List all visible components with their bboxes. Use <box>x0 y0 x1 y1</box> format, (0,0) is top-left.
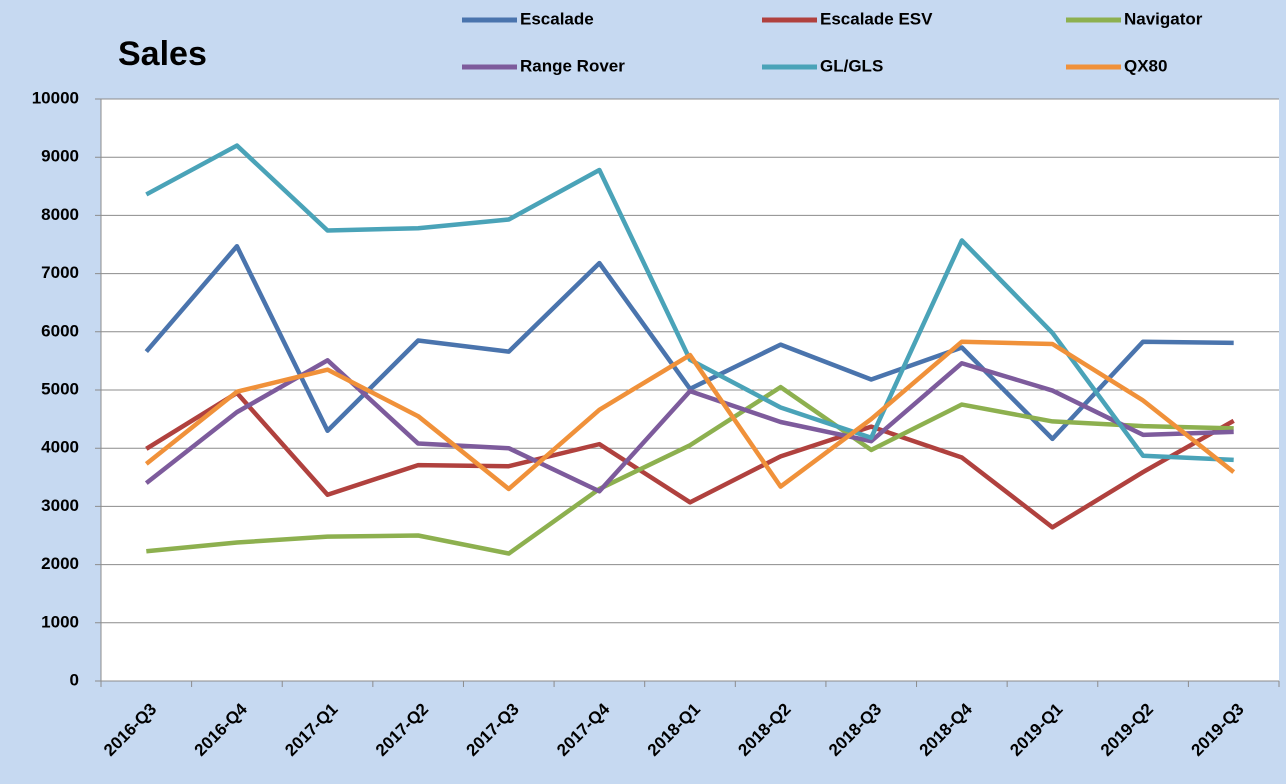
legend-label: QX80 <box>1124 56 1167 75</box>
series-line <box>144 243 1234 442</box>
y-tick-label: 5000 <box>41 379 79 398</box>
legend-label: Escalade ESV <box>820 9 933 28</box>
legend-label: Range Rover <box>520 56 625 75</box>
legend-label: Navigator <box>1124 9 1203 28</box>
y-tick-label: 2000 <box>41 554 79 573</box>
y-tick-label: 1000 <box>41 612 79 631</box>
y-tick-label: 0 <box>70 670 79 689</box>
y-tick-label: 8000 <box>41 205 79 224</box>
y-tick-label: 7000 <box>41 263 79 282</box>
y-tick-label: 10000 <box>32 88 79 107</box>
y-tick-label: 6000 <box>41 321 79 340</box>
series-line <box>144 339 1236 492</box>
y-tick-label: 3000 <box>41 496 79 515</box>
chart-title: Sales <box>118 35 207 73</box>
y-tick-label: 4000 <box>41 438 79 457</box>
y-tick-label: 9000 <box>41 147 79 166</box>
series-line <box>145 143 1234 463</box>
legend-label: Escalade <box>520 9 594 28</box>
series-line <box>146 384 1234 556</box>
legend-label: GL/GLS <box>820 56 883 75</box>
series-line <box>145 390 1235 530</box>
series-line <box>144 358 1234 494</box>
